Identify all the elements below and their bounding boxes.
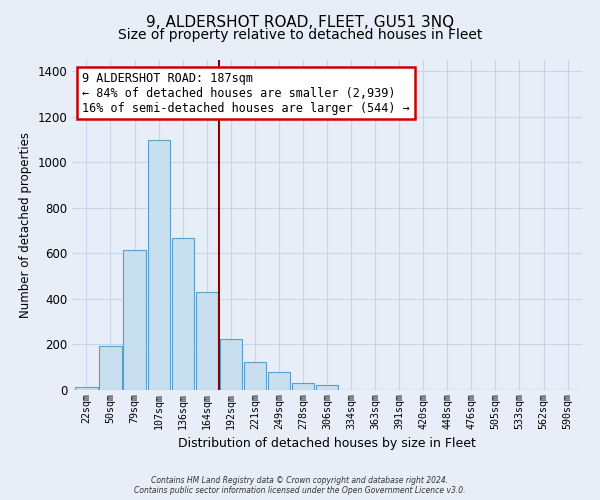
Bar xyxy=(76,386,98,390)
Text: 9, ALDERSHOT ROAD, FLEET, GU51 3NQ: 9, ALDERSHOT ROAD, FLEET, GU51 3NQ xyxy=(146,15,454,30)
Bar xyxy=(292,383,314,390)
Text: Contains HM Land Registry data © Crown copyright and database right 2024.
Contai: Contains HM Land Registry data © Crown c… xyxy=(134,476,466,495)
Bar xyxy=(196,292,218,390)
Bar xyxy=(316,385,338,390)
Bar xyxy=(244,362,266,390)
Text: 9 ALDERSHOT ROAD: 187sqm
← 84% of detached houses are smaller (2,939)
16% of sem: 9 ALDERSHOT ROAD: 187sqm ← 84% of detach… xyxy=(82,72,410,114)
Text: Size of property relative to detached houses in Fleet: Size of property relative to detached ho… xyxy=(118,28,482,42)
Bar xyxy=(148,140,170,390)
Bar xyxy=(268,372,290,390)
Bar xyxy=(100,346,122,390)
X-axis label: Distribution of detached houses by size in Fleet: Distribution of detached houses by size … xyxy=(178,437,476,450)
Bar xyxy=(124,250,146,390)
Bar xyxy=(172,238,194,390)
Y-axis label: Number of detached properties: Number of detached properties xyxy=(19,132,32,318)
Bar xyxy=(220,339,242,390)
